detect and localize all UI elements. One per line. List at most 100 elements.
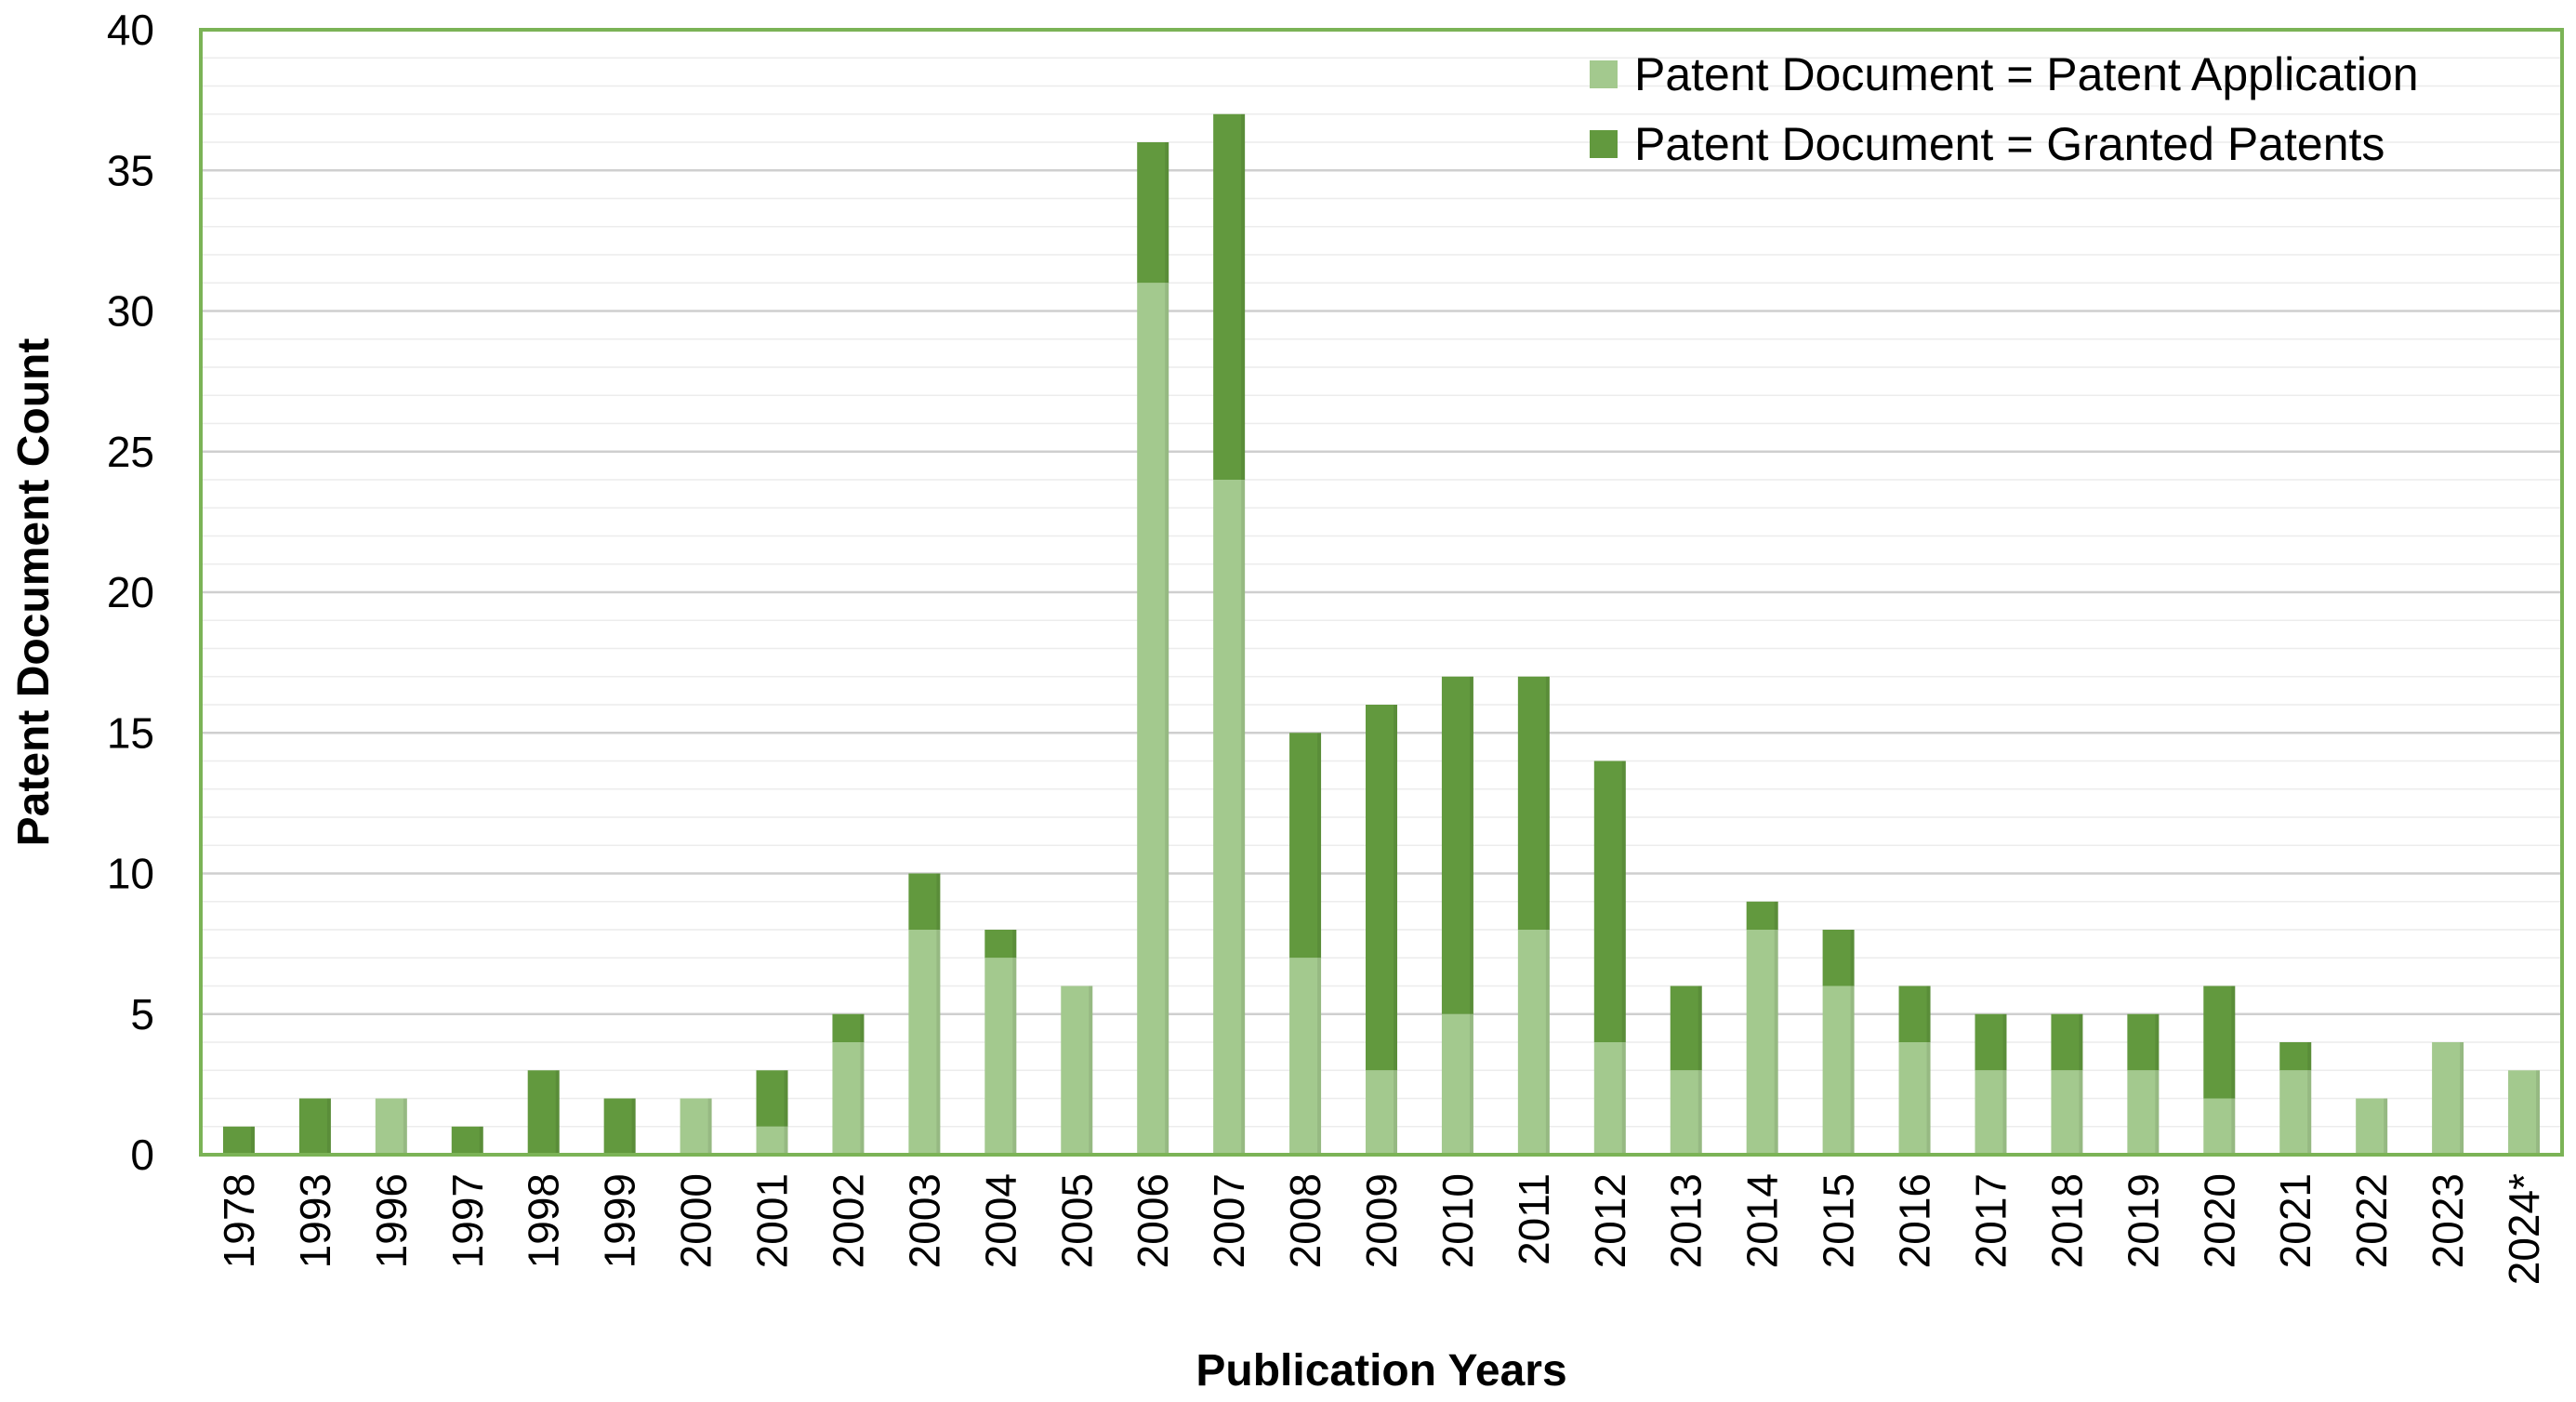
bar-shade xyxy=(784,1070,788,1127)
bar-application-2013 xyxy=(1670,1070,1702,1155)
bar-shade xyxy=(2384,1098,2388,1155)
bar-application-2016 xyxy=(1898,1042,1931,1155)
bar-shade xyxy=(2536,1070,2541,1155)
bar-granted-2011 xyxy=(1517,676,1550,930)
bar-shade xyxy=(2155,1013,2160,1071)
bar-shade xyxy=(1394,705,1397,1071)
x-tick-label: 1993 xyxy=(291,1173,339,1268)
y-tick-label: 40 xyxy=(107,6,154,54)
bar-shade xyxy=(1774,901,1778,930)
x-tick-label: 2016 xyxy=(1891,1173,1939,1268)
y-tick-label: 10 xyxy=(107,850,154,898)
bar-shade xyxy=(1698,1070,1702,1155)
legend-swatch-granted xyxy=(1590,130,1618,158)
bar-granted-2009 xyxy=(1366,705,1397,1071)
bar-shade xyxy=(1850,930,1855,986)
x-tick-label: 2002 xyxy=(824,1173,872,1268)
x-tick-label: 2024* xyxy=(2500,1173,2548,1285)
bar-shade xyxy=(1850,985,1855,1155)
x-tick-label: 2012 xyxy=(1586,1173,1634,1268)
bar-application-2005 xyxy=(1061,985,1093,1155)
bar-shade xyxy=(1241,113,1246,480)
bar-shade xyxy=(1545,930,1550,1155)
x-tick-label: 2007 xyxy=(1205,1173,1253,1268)
bar-application-2006 xyxy=(1137,283,1169,1155)
bar-shade xyxy=(403,1098,407,1155)
bar-shade xyxy=(1774,930,1778,1155)
bar-shade xyxy=(2307,1042,2312,1071)
bar-shade xyxy=(784,1126,788,1155)
plot-frame xyxy=(199,28,2564,1157)
bar-application-1996 xyxy=(375,1098,407,1155)
y-axis-ticks: 0 5 10 15 20 25 30 35 40 xyxy=(107,6,154,1179)
bar-shade xyxy=(2231,1098,2236,1155)
bar-shade xyxy=(1317,958,1322,1155)
bar-granted-2013 xyxy=(1670,985,1702,1071)
bar-application-2000 xyxy=(680,1098,712,1155)
bar-shade xyxy=(860,1013,865,1042)
bar-granted-2019 xyxy=(2127,1013,2160,1071)
x-tick-label: 1998 xyxy=(520,1173,568,1268)
x-tick-label: 2019 xyxy=(2119,1173,2167,1268)
x-tick-label: 2018 xyxy=(2042,1173,2091,1268)
bar-shade xyxy=(1698,985,1702,1071)
bar-shade xyxy=(479,1126,483,1155)
y-tick-label: 35 xyxy=(107,146,154,194)
bar-shade xyxy=(1317,733,1322,959)
bar-application-2014 xyxy=(1746,930,1778,1155)
bar-shade xyxy=(1394,1070,1397,1155)
x-tick-label: 2006 xyxy=(1129,1173,1177,1268)
y-tick-label: 30 xyxy=(107,287,154,336)
x-tick-label: 1996 xyxy=(367,1173,416,1268)
bar-granted-2002 xyxy=(832,1013,865,1042)
bar-granted-2016 xyxy=(1898,985,1931,1042)
bar-shade xyxy=(1012,930,1017,959)
bar-granted-2021 xyxy=(2279,1042,2312,1071)
bar-shade xyxy=(555,1070,560,1155)
bar-shade xyxy=(2231,985,2236,1099)
bar-granted-2018 xyxy=(2051,1013,2083,1071)
bar-granted-2014 xyxy=(1746,901,1778,930)
bar-application-2023 xyxy=(2432,1042,2464,1155)
bar-shade xyxy=(2079,1070,2083,1155)
x-tick-label: 2014 xyxy=(1738,1173,1787,1268)
bar-shade xyxy=(860,1042,865,1155)
legend: Patent Document = Patent Application Pat… xyxy=(1590,48,2419,170)
bar-shade xyxy=(1165,283,1169,1155)
bar-shade xyxy=(1089,985,1093,1155)
bar-application-2024* xyxy=(2508,1070,2541,1155)
bar-shade xyxy=(936,873,941,930)
bar-shade xyxy=(1545,676,1550,930)
x-tick-label: 2020 xyxy=(2195,1173,2243,1268)
bar-application-2017 xyxy=(1975,1070,2007,1155)
bar-granted-1998 xyxy=(527,1070,560,1155)
bar-granted-1997 xyxy=(451,1126,483,1155)
y-tick-label: 20 xyxy=(107,568,154,616)
bar-granted-2017 xyxy=(1975,1013,2007,1071)
x-tick-label: 2013 xyxy=(1662,1173,1711,1268)
bar-shade xyxy=(2460,1042,2464,1155)
bar-shade xyxy=(2002,1070,2007,1155)
bar-shade xyxy=(326,1098,331,1155)
x-tick-label: 2004 xyxy=(976,1173,1024,1268)
bar-granted-2006 xyxy=(1137,142,1169,284)
x-tick-label: 2008 xyxy=(1281,1173,1329,1268)
bar-application-2011 xyxy=(1517,930,1550,1155)
x-tick-label: 2001 xyxy=(748,1173,797,1268)
bar-application-2003 xyxy=(908,930,941,1155)
bar-granted-2010 xyxy=(1441,676,1473,1014)
bar-shade xyxy=(707,1098,712,1155)
bar-shade xyxy=(936,930,941,1155)
bar-shade xyxy=(1012,958,1017,1155)
x-tick-label: 1978 xyxy=(215,1173,263,1268)
bar-granted-2007 xyxy=(1213,113,1246,480)
x-tick-label: 2005 xyxy=(1052,1173,1101,1268)
bar-application-2021 xyxy=(2279,1070,2312,1155)
x-tick-label: 2021 xyxy=(2271,1173,2319,1268)
bar-application-2007 xyxy=(1213,480,1246,1155)
bar-shade xyxy=(2307,1070,2312,1155)
bar-shade xyxy=(250,1126,255,1155)
bar-application-2012 xyxy=(1593,1042,1626,1155)
